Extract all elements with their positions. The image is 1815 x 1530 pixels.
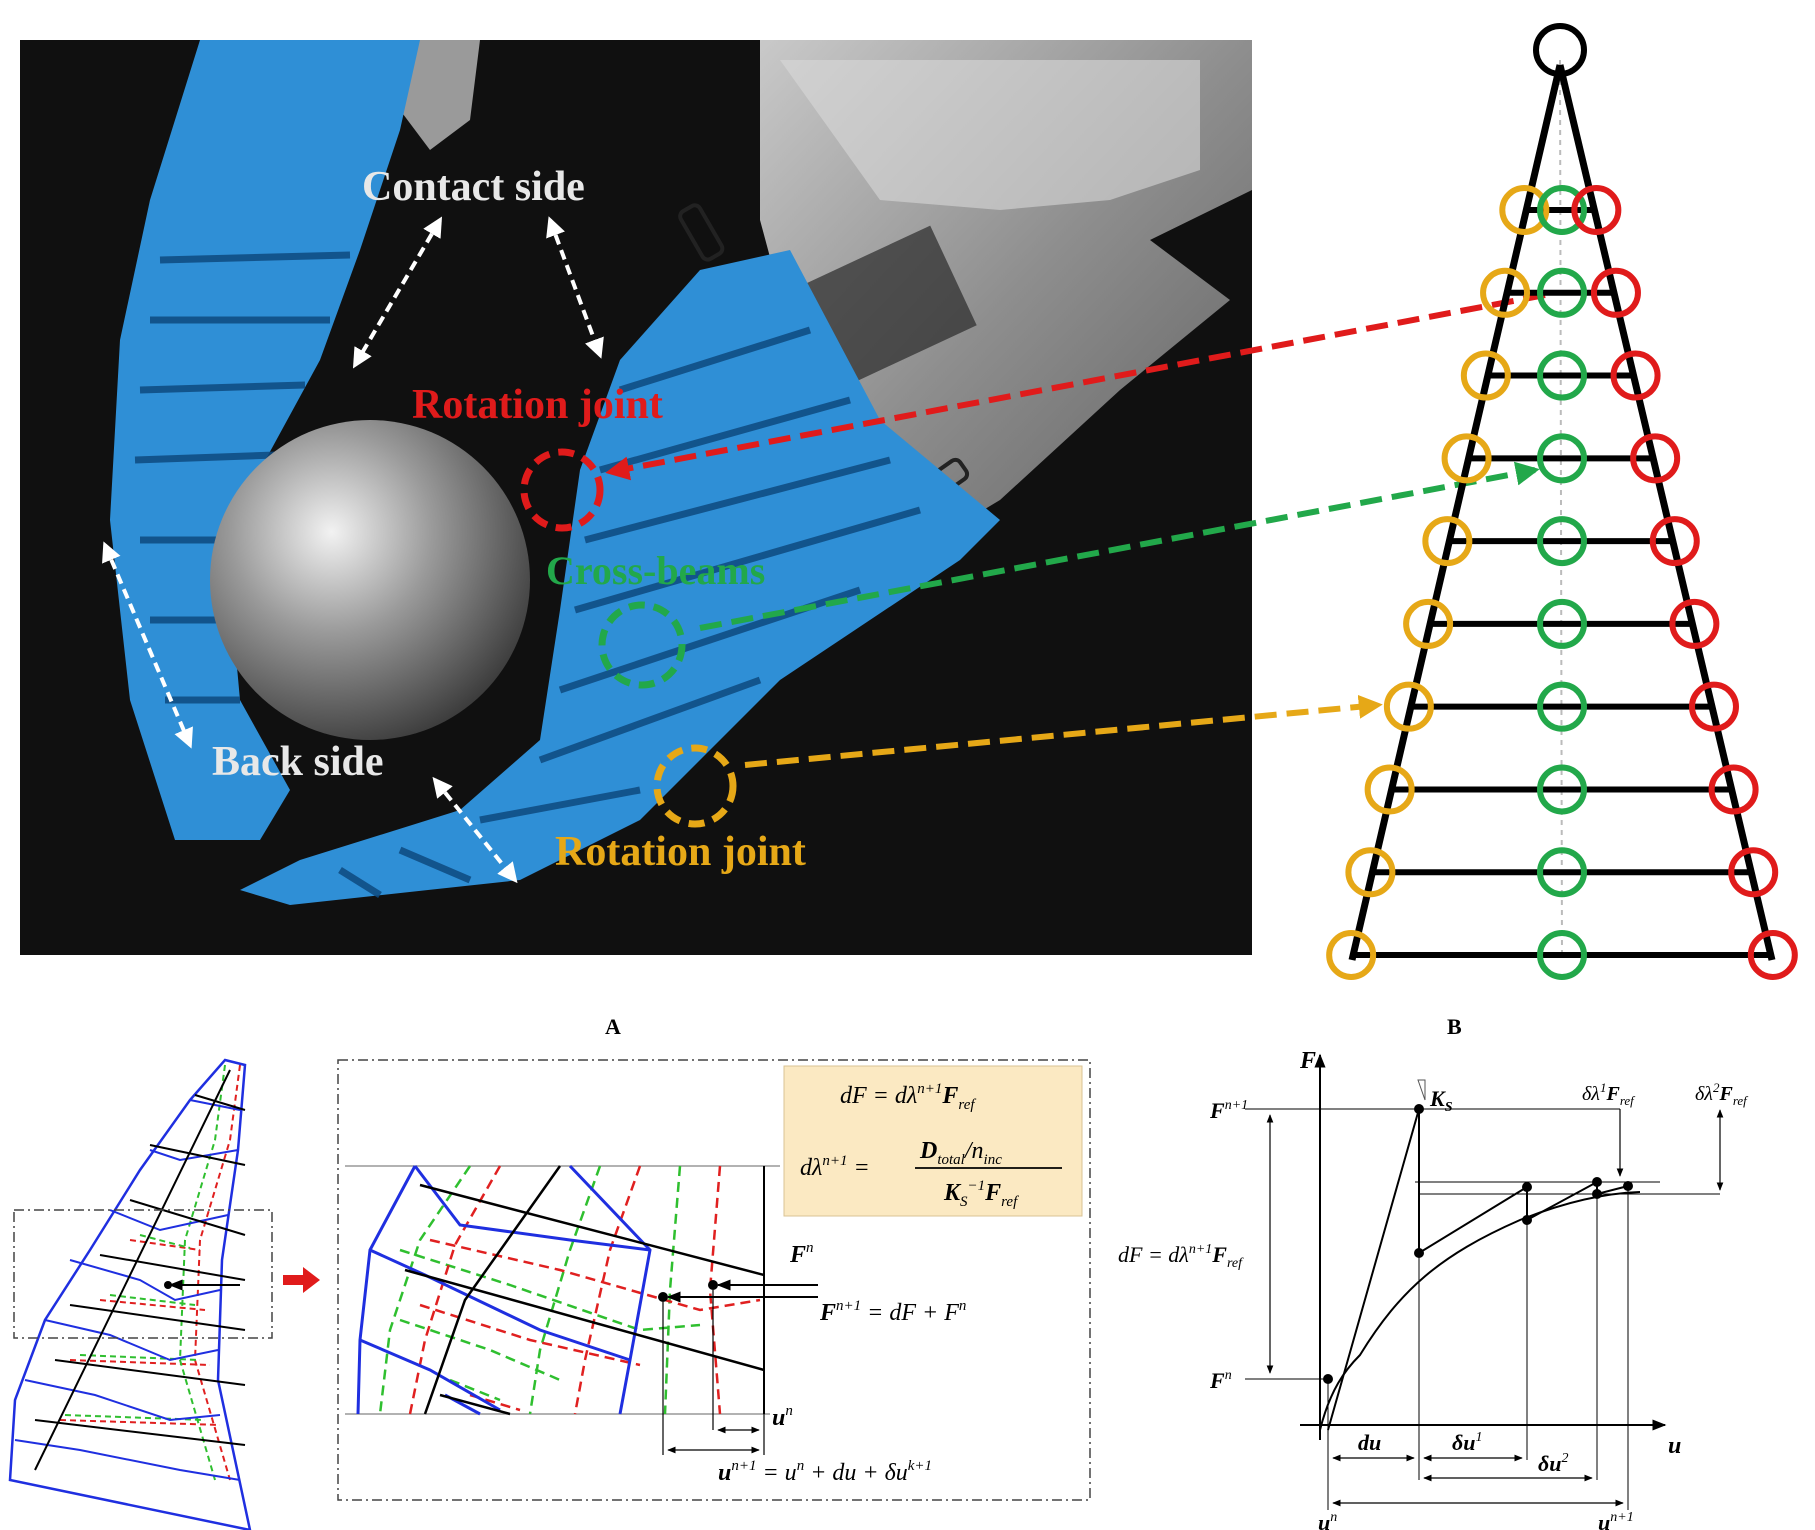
axis-label-f: F [1299,1048,1316,1074]
panel-c-mesh: F [8,1058,320,1530]
center-axis [1559,59,1563,961]
left-joint-circle [1364,764,1415,815]
green-crossbeam-circle [598,601,686,689]
label-dl1: δλ1Fref [1582,1080,1636,1108]
left-joint-circle [1345,847,1396,898]
label-Fn1: Fn+1 = dF + Fn [819,1298,966,1326]
right-joint-circle [1708,764,1759,815]
label-un: un [772,1403,793,1431]
center-joint-circle [1537,433,1587,484]
yellow-joint-circle [653,744,737,828]
label-ks: KS [1429,1086,1453,1115]
left-frame [1348,64,1564,961]
label-e-un1: un+1 [1598,1510,1634,1530]
center-joint-circle [1537,267,1587,318]
zoom-region [13,1209,273,1339]
eq2-denominator: KS−1Fref [943,1178,1019,1210]
label-e-Fn: Fn [1209,1368,1232,1393]
eq2-numerator: Dtotal/ninc [919,1138,1002,1168]
mesh-black [34,1069,246,1471]
center-joint-circle [1537,764,1587,815]
left-joint-circle [1422,516,1473,567]
panel-d-zoom: dF = dλn+1Fref dλn+1 = Dtotal/ninc KS−1F… [337,1059,1091,1501]
point-n [708,1280,718,1290]
right-joint-circle [1649,516,1700,567]
axis-label-u: u [1668,1433,1681,1459]
right-joint-circle [1688,681,1739,732]
right-joint-circle [1747,930,1798,980]
center-joint-circle [1537,350,1587,401]
red-joint-circle [520,448,604,532]
left-joint-circle [1460,350,1511,401]
connector-yellow [744,694,1383,768]
right-joint-circle [1669,598,1720,649]
center-joint-circle [1537,847,1587,898]
label-cross-beams: Cross-beams [546,548,765,593]
load-curve [1319,1191,1641,1431]
side-arrows [102,216,604,884]
right-joint-circle [1630,433,1681,484]
finger-ribs [134,251,921,898]
right-joint-circle [1590,267,1641,318]
label-e-un: un [1318,1510,1337,1530]
left-joint-circle [1441,433,1492,484]
point-n1 [658,1292,668,1302]
left-joint-circle [1499,185,1550,235]
mesh-green-dashed [64,1064,226,1481]
label-e-dF: dF = dλn+1Fref [1118,1242,1244,1271]
panel-e-curve [1245,1053,1724,1510]
right-frame [1556,64,1776,961]
left-joint-circle [1326,930,1377,980]
zoom-mesh [356,1164,765,1416]
caption-b: B [1447,1014,1462,1039]
center-joint-circle [1537,185,1587,235]
connector-arrows [605,292,1546,768]
label-dl2: δλ2Fref [1695,1080,1749,1108]
ladder-rungs [1326,185,1798,980]
mesh-red-dashed [59,1064,241,1481]
panel-e-labels: F u Fn+1 Fn KS δλ1Fref δλ2Fref dF = dλn+… [1118,1048,1749,1530]
label-un1: un+1 = un + du + δuk+1 [718,1458,932,1486]
right-joint-circle [1571,185,1622,235]
left-joint-circle [1480,267,1531,318]
label-back-side: Back side [212,739,384,785]
zoom-arrow [283,1267,320,1293]
panel-b-ladder [1326,23,1798,980]
zoom-box [337,1059,1091,1501]
gripped-ball [210,420,530,740]
iteration-path [1327,1108,1629,1431]
label-contact-side: Contact side [362,164,585,210]
label-Fn: Fn [789,1240,814,1268]
left-joint-circle [1403,598,1454,649]
center-joint-circle [1537,598,1587,649]
label-rotation-joint-red: Rotation joint [412,382,663,428]
center-joint-circle [1537,516,1587,567]
equation-box [783,1065,1083,1217]
label-du: du [1358,1430,1381,1455]
caption-a: A [605,1014,621,1039]
label-e-Fn1: Fn+1 [1209,1098,1248,1123]
label-rotation-joint-yellow: Rotation joint [555,829,806,875]
center-joint-circle [1537,930,1587,980]
left-joint-circle [1383,681,1434,732]
panel-a-photo: Contact side Rotation joint Cross-beams … [20,40,1252,955]
center-joint-circle [1537,681,1587,732]
tip-joint [1533,23,1587,77]
eq2-lhs: dλn+1 = [800,1153,870,1181]
connector-green [699,461,1540,631]
right-joint-circle [1610,350,1661,401]
right-joint-circle [1728,847,1779,898]
eq1: dF = dλn+1Fref [840,1081,976,1113]
label-du2: δu2 [1538,1451,1569,1476]
label-du1: δu1 [1452,1430,1483,1455]
